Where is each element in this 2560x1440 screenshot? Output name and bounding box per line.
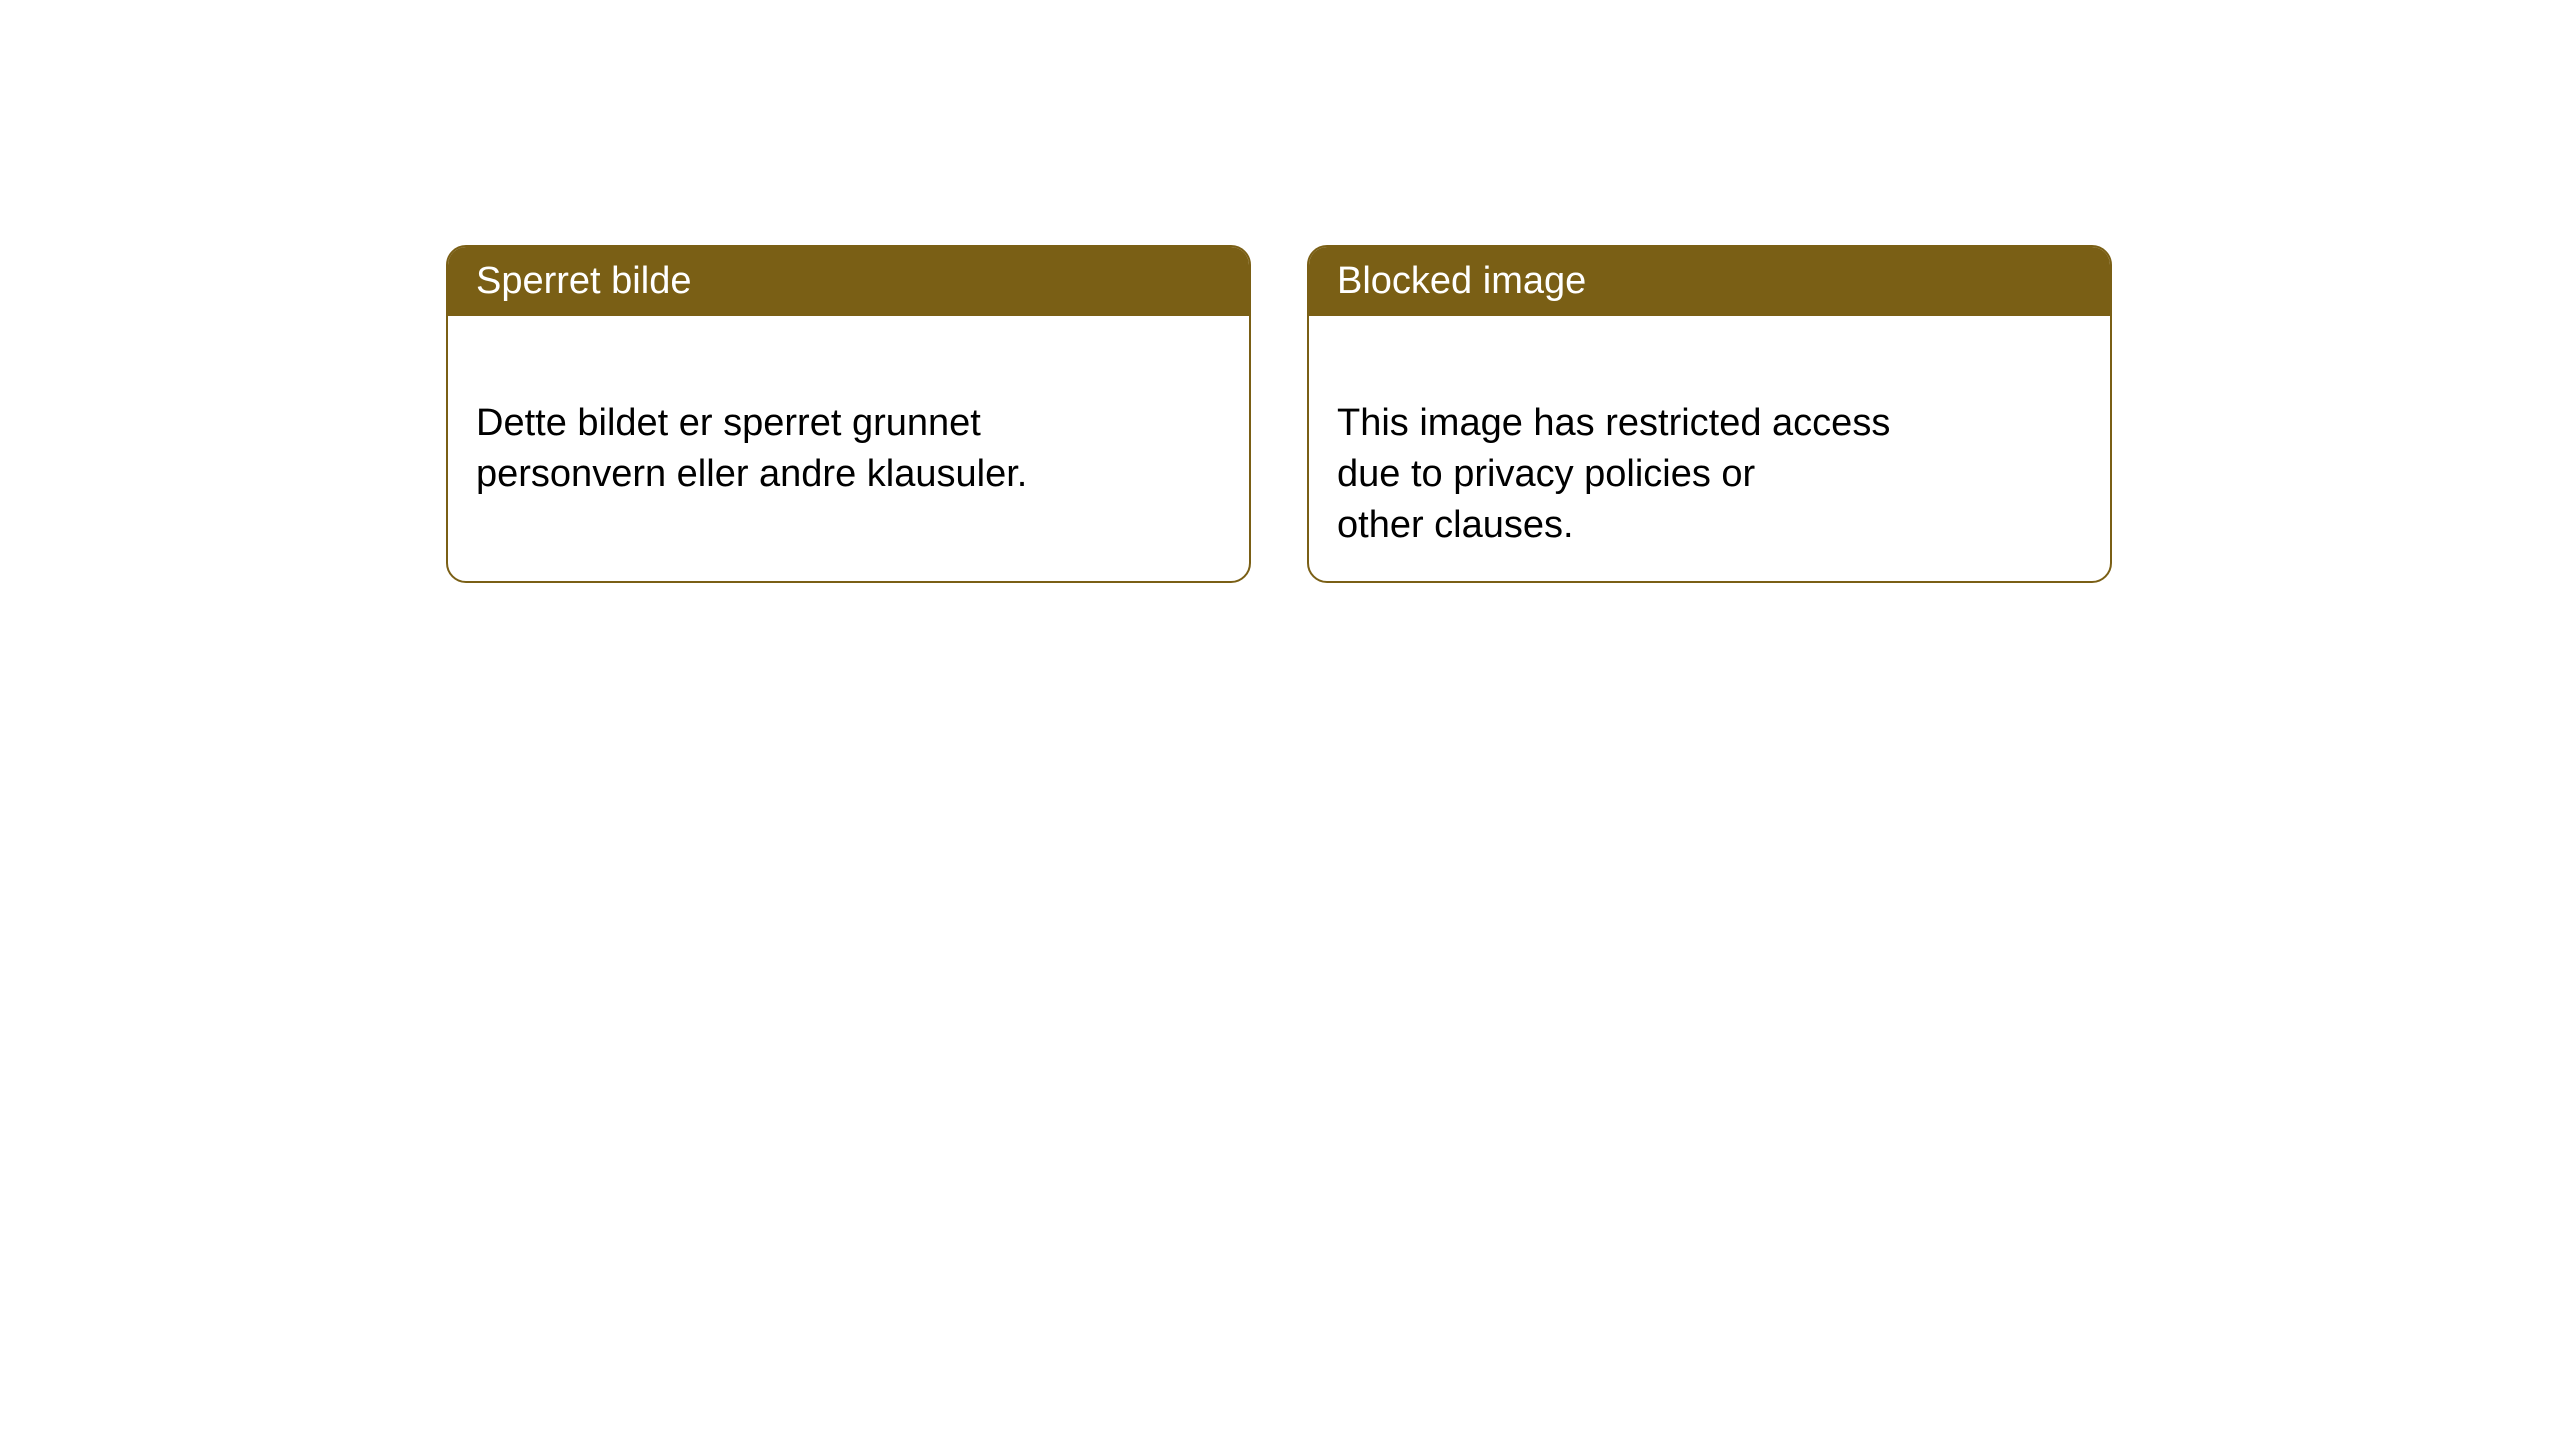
card-body-text: This image has restricted access due to … [1337, 402, 1890, 547]
notice-cards-container: Sperret bilde Dette bildet er sperret gr… [446, 245, 2112, 583]
blocked-image-card-no: Sperret bilde Dette bildet er sperret gr… [446, 245, 1251, 583]
card-body: This image has restricted access due to … [1309, 316, 2110, 581]
card-title: Blocked image [1337, 260, 1586, 302]
card-header: Sperret bilde [448, 247, 1249, 316]
card-body-text: Dette bildet er sperret grunnet personve… [476, 402, 1027, 495]
card-title: Sperret bilde [476, 260, 691, 302]
card-header: Blocked image [1309, 247, 2110, 316]
card-body: Dette bildet er sperret grunnet personve… [448, 316, 1249, 530]
blocked-image-card-en: Blocked image This image has restricted … [1307, 245, 2112, 583]
